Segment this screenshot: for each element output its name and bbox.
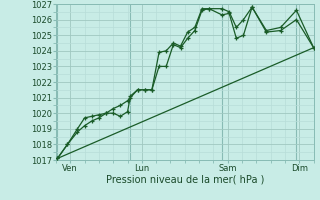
X-axis label: Pression niveau de la mer( hPa ): Pression niveau de la mer( hPa ) xyxy=(106,175,264,185)
